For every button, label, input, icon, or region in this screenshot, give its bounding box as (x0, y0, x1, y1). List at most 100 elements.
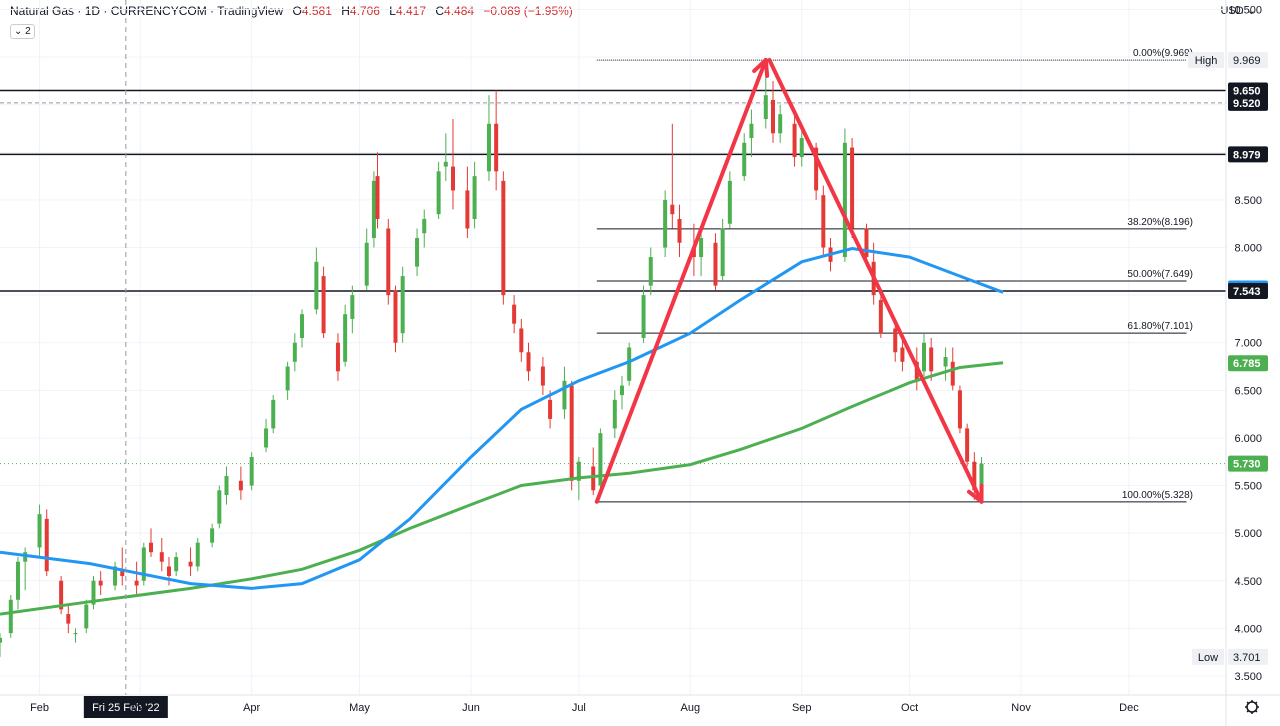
low-value: 4.417 (395, 4, 427, 18)
candle-body (15, 561, 20, 600)
candle-body (335, 342, 340, 372)
chart-header: Natural Gas · 1D · CURRENCYCOM · Trading… (10, 4, 573, 18)
y-tick-label: 6.000 (1234, 433, 1262, 445)
candle-body (627, 347, 632, 381)
candle-body (519, 328, 524, 353)
candle-body (210, 528, 215, 543)
gear-icon-tooth (1254, 701, 1258, 705)
candle-body (375, 176, 380, 219)
y-tick-label: 5.000 (1234, 528, 1262, 540)
candle-body (91, 580, 96, 605)
candle-body (612, 399, 617, 429)
x-tick-label: May (349, 702, 370, 714)
candle-body (763, 95, 768, 120)
price-label-box (1228, 146, 1268, 163)
candle-body (548, 399, 553, 419)
candle-body (778, 114, 783, 134)
x-tick-label: Nov (1011, 702, 1031, 714)
candle-body (799, 138, 804, 158)
candle-body (648, 257, 653, 286)
candle-body (8, 599, 13, 634)
y-tick-label: 10.500 (1228, 5, 1262, 17)
close-value: 4.484 (444, 4, 475, 18)
trend-arrow-head (752, 57, 770, 78)
candle-body (149, 542, 154, 553)
price-label: 7.543 (1233, 286, 1261, 298)
candle-body (37, 514, 42, 548)
time-axis[interactable]: Feb Mar Apr May Jun Jul Aug Sep Oct Nov Dec (0, 694, 1280, 714)
gear-icon[interactable] (1245, 700, 1259, 714)
candle-body (249, 456, 254, 486)
symbol-title[interactable]: Natural Gas · 1D · CURRENCYCOM · Trading… (10, 4, 284, 18)
trend-arrow-line (767, 57, 984, 504)
x-tick-label: Jun (462, 702, 480, 714)
candle-body (314, 261, 319, 310)
horizontal-lines (0, 89, 1226, 465)
price-label: 8.979 (1233, 149, 1261, 161)
candle-body (23, 552, 28, 562)
candle-body (821, 195, 826, 248)
low-tag-box (1192, 648, 1224, 665)
candle-body (814, 147, 819, 191)
candle-body (321, 276, 326, 334)
indicators-toggle[interactable]: ⌄ 2 (10, 24, 35, 39)
candle-body (742, 142, 747, 177)
x-tick-label: Mar (131, 702, 150, 714)
x-tick-label: Apr (243, 702, 260, 714)
candle-body (465, 190, 470, 229)
candle-body (770, 99, 775, 134)
gear-icon-tooth (1246, 709, 1250, 713)
candle-body (120, 571, 125, 576)
trend-arrow-line (594, 57, 768, 504)
price-label-box (1228, 648, 1268, 665)
candle-body (217, 490, 222, 524)
candle-body (713, 242, 718, 286)
candle-body (188, 561, 193, 567)
price-label: 9.650 (1233, 85, 1261, 97)
candle-body (494, 123, 499, 172)
candle-body (792, 123, 797, 158)
high-label: H (341, 4, 350, 18)
y-tick-label: 7.000 (1234, 338, 1262, 350)
candle-body (98, 580, 103, 586)
candle-body (66, 614, 71, 624)
candle-body (850, 147, 855, 229)
chevron-down-icon: ⌄ (1243, 5, 1256, 17)
candle-body (943, 357, 948, 367)
candle-body (174, 556, 179, 572)
candle-body (271, 399, 276, 429)
candle-body (749, 123, 754, 139)
candle-body (141, 547, 146, 581)
candle-body (677, 218, 682, 243)
moving-averages (0, 246, 1004, 616)
candle-body (957, 390, 962, 429)
candle-body (569, 385, 574, 481)
candle-body (472, 176, 477, 219)
y-tick-label: 3.500 (1234, 671, 1262, 683)
candle-body (893, 328, 898, 353)
high-tag: High (1195, 55, 1218, 67)
price-axis[interactable]: 10.50010.0009.5009.0008.5008.0007.5007.0… (1188, 0, 1268, 726)
candle-body (512, 304, 517, 324)
candle-body (486, 123, 491, 172)
x-tick-label: Sep (792, 702, 812, 714)
low-tag: Low (1198, 652, 1218, 664)
price-label-box (1228, 283, 1268, 300)
candle-body (929, 347, 934, 372)
candle-body (526, 352, 531, 372)
candle-body (343, 314, 348, 362)
candle-body (540, 366, 545, 386)
candle-body (699, 238, 704, 258)
fib-level-label: 61.80%(7.101) (1127, 321, 1193, 332)
price-label: 9.520 (1233, 98, 1261, 110)
price-label: 9.969 (1233, 55, 1261, 67)
gear-icon-tooth (1254, 709, 1258, 713)
candle-body (436, 171, 441, 215)
y-tick-label: 5.500 (1234, 481, 1262, 493)
fib-level-label: 100.00%(5.328) (1122, 490, 1193, 501)
x-tick-label: Aug (681, 702, 701, 714)
candle-body (842, 142, 847, 258)
fib-level-label: 38.20%(8.196) (1127, 217, 1193, 228)
